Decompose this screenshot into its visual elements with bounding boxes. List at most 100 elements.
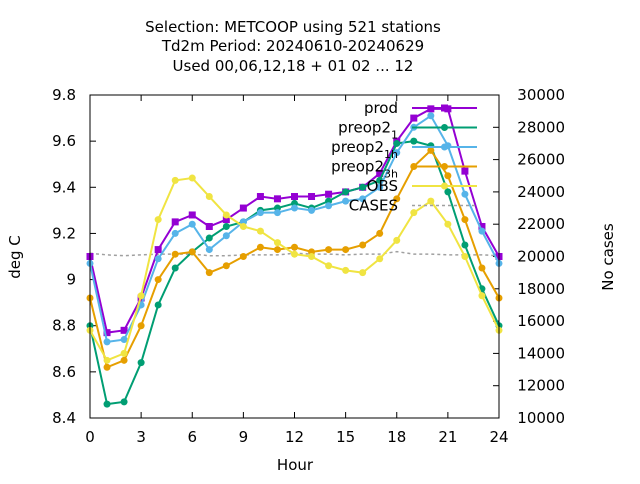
data-point bbox=[461, 190, 469, 198]
x-tick-label: 12 bbox=[285, 428, 304, 446]
chart-title: Selection: METCOOP using 521 stations Td… bbox=[145, 18, 441, 75]
data-point bbox=[376, 169, 384, 177]
y2-tick-label: 10000 bbox=[517, 409, 565, 427]
legend-marker bbox=[441, 143, 448, 151]
y-tick-label: 9 bbox=[66, 271, 76, 289]
y2-tick-label: 20000 bbox=[517, 248, 565, 266]
y-axis-label: deg C bbox=[6, 235, 24, 279]
data-point bbox=[171, 229, 179, 237]
data-point bbox=[478, 264, 486, 272]
data-point bbox=[325, 262, 333, 270]
data-point bbox=[478, 223, 486, 231]
data-point bbox=[103, 356, 111, 364]
data-point bbox=[154, 216, 162, 224]
legend-label: CASES bbox=[349, 197, 398, 215]
data-point bbox=[478, 227, 486, 235]
data-point bbox=[359, 183, 367, 191]
y-tick-label: 9.6 bbox=[52, 132, 76, 150]
y2-axis-label: No cases bbox=[599, 223, 617, 291]
data-point bbox=[103, 363, 111, 371]
data-point bbox=[359, 241, 367, 249]
data-point bbox=[273, 239, 281, 247]
data-point bbox=[256, 209, 264, 217]
data-point bbox=[393, 139, 401, 147]
data-point bbox=[376, 229, 384, 237]
data-point bbox=[154, 255, 162, 263]
data-point bbox=[188, 211, 196, 219]
data-point bbox=[359, 269, 367, 277]
title-line-2: Td2m Period: 20240610-20240629 bbox=[161, 37, 424, 55]
data-point bbox=[325, 246, 333, 254]
y2-tick-label: 24000 bbox=[517, 183, 565, 201]
data-point bbox=[291, 204, 298, 212]
series-obs bbox=[86, 174, 503, 364]
data-point bbox=[188, 174, 196, 182]
x-tick-label: 24 bbox=[489, 428, 508, 446]
y-tick-label: 8.6 bbox=[52, 363, 76, 381]
legend-marker bbox=[441, 163, 448, 170]
legend-label: preop21h bbox=[331, 138, 398, 161]
legend-label: OBS bbox=[367, 177, 398, 195]
data-point bbox=[444, 188, 452, 196]
data-point bbox=[427, 146, 435, 154]
data-point bbox=[291, 250, 298, 258]
data-point bbox=[427, 112, 435, 120]
y2-tick-label: 26000 bbox=[517, 151, 565, 169]
y2-tick-label: 12000 bbox=[517, 377, 565, 395]
x-tick-label: 18 bbox=[387, 428, 406, 446]
data-point bbox=[239, 204, 247, 212]
y2-tick-label: 28000 bbox=[517, 118, 565, 136]
data-point bbox=[222, 262, 230, 270]
data-point bbox=[120, 349, 128, 357]
data-point bbox=[273, 195, 281, 203]
data-point bbox=[171, 264, 179, 272]
data-point bbox=[120, 336, 128, 344]
data-point bbox=[222, 232, 230, 240]
data-point bbox=[342, 246, 350, 254]
series-line bbox=[89, 140, 500, 406]
series-line bbox=[89, 114, 500, 343]
data-point bbox=[103, 338, 111, 346]
legend-entry: OBS bbox=[367, 177, 477, 195]
y-tick-label: 8.4 bbox=[52, 409, 76, 427]
data-point bbox=[222, 211, 230, 219]
x-tick-label: 15 bbox=[336, 428, 355, 446]
series-line bbox=[89, 148, 500, 369]
data-point bbox=[137, 359, 145, 367]
data-point bbox=[410, 114, 418, 122]
data-point bbox=[154, 301, 162, 309]
data-point bbox=[205, 246, 213, 254]
data-point bbox=[137, 292, 145, 300]
data-point bbox=[154, 276, 162, 284]
series-lines bbox=[86, 105, 503, 408]
legend-entry: CASES bbox=[349, 197, 477, 215]
data-point bbox=[120, 356, 128, 364]
data-point bbox=[308, 206, 316, 214]
data-point bbox=[256, 243, 264, 251]
data-point bbox=[205, 223, 213, 231]
data-point bbox=[478, 292, 486, 300]
y2-tick-label: 16000 bbox=[517, 312, 565, 330]
y2-tick-label: 30000 bbox=[517, 86, 565, 104]
data-point bbox=[120, 398, 128, 406]
data-point bbox=[427, 197, 435, 205]
legend-marker bbox=[441, 182, 448, 190]
x-tick-label: 9 bbox=[239, 428, 249, 446]
legend-label: preop21 bbox=[338, 119, 398, 142]
data-point bbox=[393, 236, 401, 244]
data-point bbox=[359, 195, 367, 203]
data-point bbox=[410, 137, 418, 145]
data-point bbox=[461, 167, 469, 175]
y-tick-label: 9.2 bbox=[52, 224, 76, 242]
legend-entry: preop21 bbox=[338, 119, 477, 142]
legend-entry: preop21h bbox=[331, 138, 477, 161]
data-point bbox=[342, 197, 350, 205]
data-point bbox=[256, 193, 264, 201]
data-point bbox=[410, 209, 418, 217]
data-point bbox=[325, 202, 333, 210]
data-point bbox=[103, 400, 111, 408]
series-preop2-1 bbox=[86, 137, 503, 408]
x-tick-label: 6 bbox=[187, 428, 197, 446]
data-point bbox=[205, 193, 213, 201]
